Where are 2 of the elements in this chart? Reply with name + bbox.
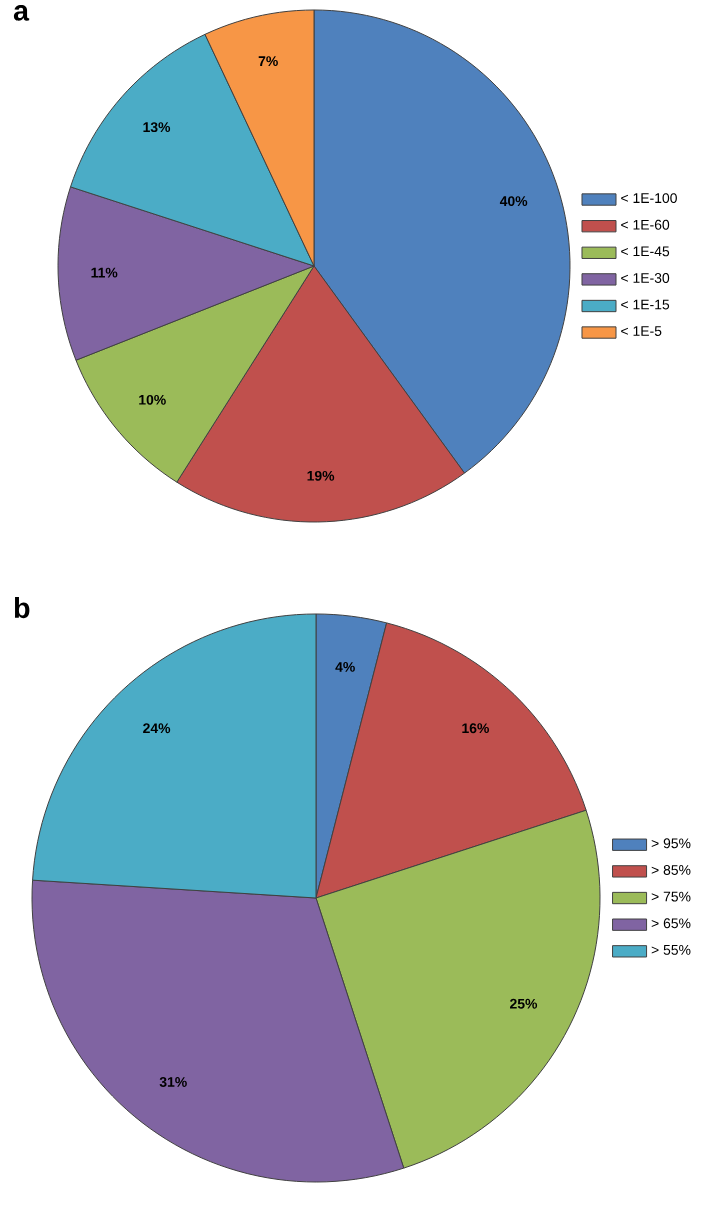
chart-title: a [13,5,30,21]
chart-title: b [14,597,30,619]
